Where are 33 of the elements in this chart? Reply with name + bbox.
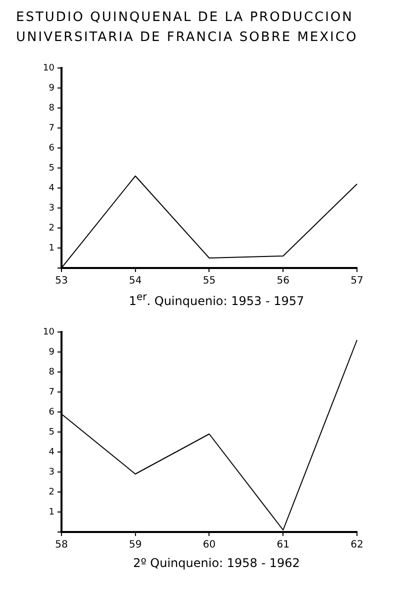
x-tick-label: 58 (55, 540, 68, 551)
x-tick-label: 61 (276, 540, 290, 551)
x-tick-label: 54 (128, 276, 142, 287)
y-tick-label: 8 (48, 367, 55, 378)
x-axis-title: 1$^{er}$. Quinquenio: 1953 - 1957 (128, 292, 306, 310)
y-tick-label: 4 (48, 447, 55, 458)
y-tick-label: 4 (48, 183, 55, 194)
y-tick-label: 7 (48, 123, 54, 134)
chart-title: ESTUDIO QUINQUENAL DE LA PRODUCCION UNIVERSITARIA DE FRANCIA SOBRE MEXICO (15, 9, 359, 47)
y-tick-label: 5 (48, 427, 54, 438)
x-tick-label: 59 (128, 540, 142, 551)
y-tick-label: 5 (48, 163, 54, 174)
y-tick-label: 1 (48, 243, 54, 254)
y-tick-label: 8 (48, 103, 55, 114)
y-tick-label: 9 (48, 347, 55, 358)
y-tick-label: 3 (48, 203, 54, 214)
x-tick-label: 56 (276, 276, 290, 287)
y-tick-label: 9 (48, 83, 55, 94)
x-tick-label: 55 (202, 276, 216, 287)
x-tick-label: 57 (350, 276, 364, 287)
x-tick-label: 53 (55, 276, 68, 287)
y-tick-label: 7 (48, 387, 54, 398)
y-tick-label: 1 (48, 507, 54, 518)
y-tick-label: 3 (48, 467, 54, 478)
y-tick-label: 10 (43, 63, 55, 74)
x-axis-title: 2º Quinquenio: 1958 - 1962 (132, 556, 301, 572)
x-tick-label: 60 (202, 540, 216, 551)
x-tick-label: 62 (350, 540, 364, 551)
y-tick-label: 6 (48, 143, 55, 154)
y-tick-label: 10 (43, 327, 55, 338)
y-tick-label: 2 (48, 223, 54, 234)
y-tick-label: 6 (48, 407, 55, 418)
y-tick-label: 2 (48, 487, 54, 498)
